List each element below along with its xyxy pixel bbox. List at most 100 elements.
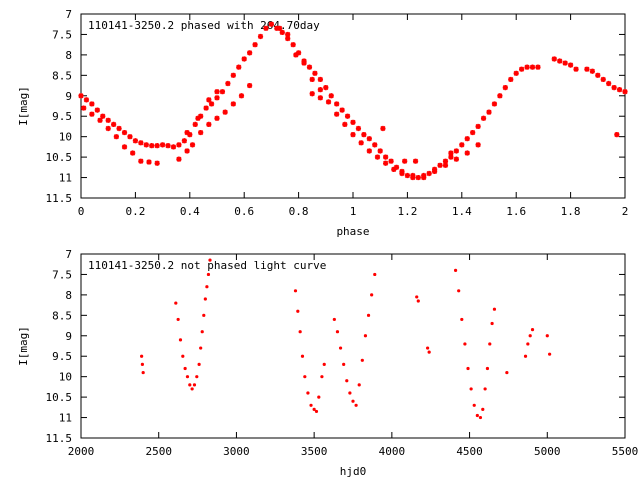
data-point (611, 85, 617, 91)
data-point (198, 129, 204, 136)
chart-panel-2: 2000 2500 3000 3500 4000 4500 5000 5500 7 7.5 8 8.5… (17, 248, 638, 478)
data-point (263, 25, 269, 31)
data-point (176, 317, 180, 322)
data-point (524, 64, 530, 70)
data-point (616, 87, 623, 93)
data-point (491, 101, 498, 107)
data-point (432, 168, 438, 175)
data-point (548, 352, 552, 356)
x-tick-label: 1.6 (506, 205, 526, 218)
data-point (198, 113, 204, 119)
x-tick-label: 2 (622, 205, 629, 218)
data-point (170, 144, 177, 150)
y-tick-label: 10.5 (46, 391, 73, 404)
data-point (322, 362, 326, 366)
data-point (219, 89, 226, 95)
data-point (105, 117, 111, 123)
data-point (149, 143, 155, 149)
data-point (206, 272, 211, 277)
data-point (448, 154, 454, 160)
data-point (183, 366, 187, 371)
data-point (290, 42, 296, 48)
data-point (214, 89, 220, 95)
data-point (426, 346, 430, 350)
data-point (181, 354, 185, 358)
x-tick-label: 5000 (534, 445, 561, 458)
data-point (100, 113, 106, 119)
data-point (370, 293, 374, 297)
x-tick-label: 1.8 (561, 205, 581, 218)
y-tick-label: 8.5 (52, 309, 72, 322)
data-point (306, 391, 310, 395)
data-point (351, 399, 355, 403)
data-point (383, 160, 389, 166)
data-point (185, 375, 190, 379)
data-point (399, 170, 405, 177)
data-point (366, 136, 372, 142)
data-point (143, 142, 149, 148)
data-point (557, 58, 563, 64)
y-tick-label: 8 (65, 49, 72, 62)
data-point (241, 56, 247, 62)
data-point (332, 317, 336, 322)
chart-panel-1: 0 0.2 0.4 0.6 0.8 1 1.2 1.4 1.6 1.8 2 7 7.5 8 8.5 9 9.5 1… (17, 8, 628, 238)
data-point (614, 132, 620, 138)
y-tick-label: 11.5 (46, 432, 73, 445)
data-point (350, 132, 356, 138)
data-point (488, 342, 492, 346)
data-point (296, 309, 300, 313)
y-tick-label: 7 (65, 248, 72, 261)
data-point (421, 174, 427, 181)
data-point (160, 142, 166, 148)
data-point (274, 25, 280, 31)
data-point (105, 125, 111, 132)
data-point (470, 129, 476, 136)
data-point (203, 105, 209, 111)
data-point (225, 80, 231, 87)
data-point (391, 166, 397, 172)
x-tick-label: 0.8 (289, 205, 309, 218)
data-point (214, 115, 220, 121)
data-point (519, 66, 525, 72)
data-point (383, 154, 389, 160)
data-point (338, 346, 343, 350)
data-point (475, 123, 481, 130)
data-point (317, 87, 323, 93)
data-point (358, 140, 364, 146)
x-tick-label: 0.4 (180, 205, 200, 218)
chart-title: 110141-3250.2 phased with 264.70day (88, 19, 320, 32)
data-point (116, 125, 122, 132)
data-point (202, 313, 206, 317)
data-point (132, 138, 138, 144)
data-point (426, 170, 432, 177)
data-point (192, 121, 198, 127)
x-tick-label: 2000 (68, 445, 95, 458)
data-point (344, 113, 351, 119)
y-tick-label: 7.5 (52, 268, 72, 281)
data-point (140, 354, 144, 358)
data-point (298, 330, 302, 334)
data-point (312, 70, 318, 76)
data-point (388, 158, 394, 164)
data-point (276, 25, 283, 31)
data-point (208, 101, 215, 107)
y-tick-label: 11 (59, 172, 72, 185)
plot-frame (80, 13, 626, 199)
data-point (317, 395, 321, 399)
x-tick-label: 4500 (456, 445, 483, 458)
x-tick-label: 1.4 (452, 205, 472, 218)
x-tick-label: 3000 (223, 445, 250, 458)
data-point (323, 85, 329, 91)
data-point (279, 29, 285, 35)
data-point (380, 125, 386, 132)
data-point (529, 64, 536, 70)
data-point (309, 91, 315, 97)
x-tick-label: 4000 (379, 445, 406, 458)
data-point (460, 317, 464, 322)
data-point (154, 160, 160, 166)
data-point (464, 150, 470, 156)
data-point (140, 362, 144, 366)
data-point (502, 85, 508, 91)
data-point (415, 295, 419, 299)
